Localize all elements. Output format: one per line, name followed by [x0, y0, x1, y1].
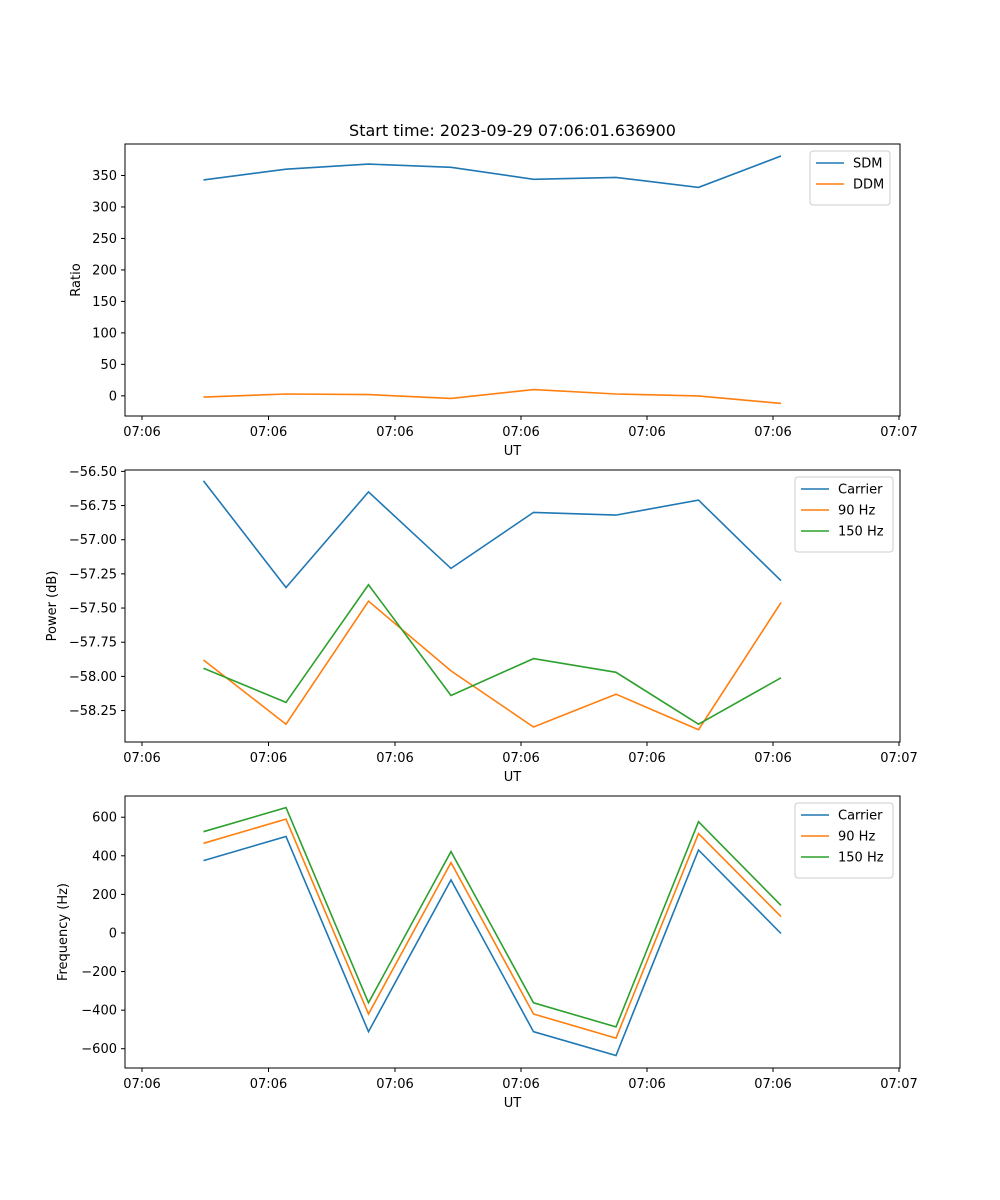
y-tick-label: 200: [92, 888, 117, 903]
y-tick-label: 100: [92, 326, 117, 341]
legend-label: 90 Hz: [838, 830, 875, 845]
x-tick-label: 07:06: [250, 425, 287, 440]
y-tick-label: −600: [81, 1042, 117, 1057]
legend-label: 150 Hz: [838, 851, 884, 866]
y-tick-label: −400: [81, 1004, 117, 1019]
x-axis-label: UT: [504, 1096, 522, 1111]
x-tick-label: 07:06: [502, 425, 539, 440]
x-tick-label: 07:06: [376, 1077, 413, 1092]
legend-label: 150 Hz: [838, 525, 884, 540]
y-tick-label: −57.00: [69, 533, 117, 548]
y-tick-label: −200: [81, 965, 117, 980]
chart-title: Start time: 2023-09-29 07:06:01.636900: [349, 121, 676, 140]
series-line-150-hz: [203, 583, 782, 726]
y-axis-label: Frequency (Hz): [56, 883, 71, 981]
x-axis-label: UT: [504, 770, 522, 785]
series-line-carrier: [202, 480, 782, 589]
y-tick-label: 50: [100, 358, 117, 373]
x-tick-label: 07:06: [123, 1077, 160, 1092]
series-line-sdm: [203, 155, 782, 189]
y-tick-label: 0: [109, 926, 117, 941]
x-tick-label: 07:06: [250, 1077, 287, 1092]
legend-label: 90 Hz: [838, 504, 875, 519]
y-tick-label: 150: [92, 295, 117, 310]
y-tick-label: −57.75: [69, 636, 117, 651]
x-tick-label: 07:06: [123, 425, 160, 440]
y-tick-label: 0: [109, 389, 117, 404]
y-tick-label: 400: [92, 849, 117, 864]
x-tick-label: 07:06: [502, 1077, 539, 1092]
series-line-90-hz: [203, 818, 782, 1040]
y-tick-label: −57.25: [69, 567, 117, 582]
series-line-carrier: [203, 835, 782, 1057]
x-tick-label: 07:06: [376, 425, 413, 440]
x-tick-label: 07:07: [880, 751, 917, 766]
x-tick-label: 07:06: [754, 1077, 791, 1092]
y-tick-label: −57.50: [69, 602, 117, 617]
y-axis-label: Ratio: [69, 263, 84, 296]
panel-1: Start time: 2023-09-29 07:06:01.636900 07…: [69, 121, 918, 459]
legend-label: Carrier: [838, 809, 883, 824]
legend-label: Carrier: [838, 483, 883, 498]
y-tick-label: −58.25: [69, 704, 117, 719]
legend-box: [794, 476, 894, 553]
y-tick-label: 300: [92, 200, 117, 215]
y-tick-label: 350: [92, 169, 117, 184]
axes-frame: [124, 469, 901, 743]
y-tick-label: −58.00: [69, 670, 117, 685]
legend-label: SDM: [853, 157, 882, 172]
x-tick-label: 07:06: [376, 751, 413, 766]
x-tick-label: 07:06: [628, 425, 665, 440]
legend-box: [809, 150, 891, 206]
panel-3: 07:06 07:06 07:06 07:06 07:06 07:06 07:07 600 40…: [56, 795, 918, 1111]
y-tick-label: 200: [92, 263, 117, 278]
x-tick-label: 07:06: [502, 751, 539, 766]
panel-2: 07:06 07:06 07:06 07:06 07:06 07:06 07:07 −56.5…: [45, 465, 918, 785]
axes-frame: [124, 795, 901, 1069]
y-tick-label: −56.50: [69, 465, 117, 480]
y-axis-label: Power (dB): [45, 571, 60, 642]
x-tick-label: 07:06: [123, 751, 160, 766]
legend-label: DDM: [853, 178, 884, 193]
x-tick-label: 07:06: [628, 1077, 665, 1092]
y-tick-label: −56.75: [69, 499, 117, 514]
y-tick-label: 600: [92, 811, 117, 826]
series-line-ddm: [203, 388, 782, 405]
x-tick-label: 07:06: [250, 751, 287, 766]
series-line-150-hz: [203, 806, 782, 1028]
series-line-90-hz: [203, 600, 782, 731]
x-tick-label: 07:06: [754, 751, 791, 766]
legend-box: [794, 802, 894, 879]
x-axis-label: UT: [504, 444, 522, 459]
x-tick-label: 07:07: [880, 425, 917, 440]
axes-frame: [124, 143, 901, 417]
y-tick-label: 250: [92, 232, 117, 247]
x-tick-label: 07:06: [628, 751, 665, 766]
x-tick-label: 07:07: [880, 1077, 917, 1092]
x-tick-label: 07:06: [754, 425, 791, 440]
